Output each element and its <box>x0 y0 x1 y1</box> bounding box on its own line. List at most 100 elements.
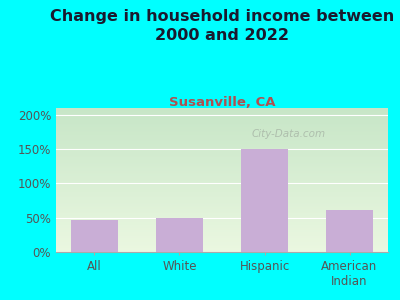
Bar <box>56 191 388 193</box>
Bar <box>56 178 388 180</box>
Bar <box>56 226 388 227</box>
Bar <box>56 171 388 173</box>
Bar <box>56 130 388 131</box>
Bar <box>56 147 388 148</box>
Bar <box>56 173 388 174</box>
Bar <box>56 232 388 233</box>
Bar <box>56 246 388 248</box>
Bar <box>56 222 388 223</box>
Bar <box>56 245 388 246</box>
Bar <box>56 140 388 141</box>
Bar <box>56 166 388 167</box>
Bar <box>56 125 388 127</box>
Bar <box>56 242 388 243</box>
Bar <box>56 164 388 166</box>
Bar <box>56 114 388 115</box>
Bar <box>56 158 388 160</box>
Bar <box>56 223 388 225</box>
Bar <box>56 141 388 142</box>
Bar <box>56 227 388 229</box>
Bar <box>56 230 388 232</box>
Bar <box>56 213 388 214</box>
Bar <box>56 176 388 177</box>
Bar <box>56 131 388 133</box>
Bar <box>56 169 388 170</box>
Text: Susanville, CA: Susanville, CA <box>169 96 275 109</box>
Bar <box>56 108 388 110</box>
Bar <box>156 218 203 252</box>
Text: City-Data.com: City-Data.com <box>251 129 326 139</box>
Bar <box>56 238 388 239</box>
Bar <box>56 212 388 213</box>
Bar <box>56 155 388 157</box>
Bar <box>56 214 388 216</box>
Bar <box>56 190 388 191</box>
Text: Change in household income between
2000 and 2022: Change in household income between 2000 … <box>50 9 394 43</box>
Bar <box>56 154 388 155</box>
Bar <box>56 148 388 150</box>
Bar <box>326 210 373 252</box>
Bar <box>56 197 388 199</box>
Bar <box>56 200 388 202</box>
Bar <box>56 209 388 210</box>
Bar <box>56 233 388 235</box>
Bar <box>56 117 388 118</box>
Bar <box>56 146 388 147</box>
Bar <box>56 180 388 182</box>
Bar <box>56 167 388 169</box>
Bar <box>56 241 388 242</box>
Bar <box>56 183 388 184</box>
Bar <box>56 174 388 176</box>
Bar <box>56 225 388 226</box>
Bar <box>56 119 388 121</box>
Bar <box>56 186 388 187</box>
Bar <box>56 135 388 137</box>
Bar <box>56 142 388 144</box>
Bar <box>56 219 388 220</box>
Bar <box>56 229 388 230</box>
Bar <box>56 151 388 153</box>
Bar <box>56 210 388 212</box>
Bar <box>56 134 388 135</box>
Bar <box>56 127 388 128</box>
Bar <box>56 184 388 186</box>
Bar <box>56 205 388 206</box>
Bar <box>56 115 388 117</box>
Bar <box>56 110 388 111</box>
Bar <box>56 202 388 203</box>
Bar <box>56 187 388 189</box>
Bar <box>56 138 388 140</box>
Bar <box>56 218 388 219</box>
Bar <box>56 161 388 163</box>
Bar <box>56 216 388 218</box>
Bar <box>56 189 388 190</box>
Bar <box>56 177 388 178</box>
Bar <box>56 137 388 138</box>
Bar <box>56 118 388 119</box>
Bar <box>56 207 388 209</box>
Bar <box>56 121 388 122</box>
Bar <box>56 194 388 196</box>
Bar <box>56 112 388 114</box>
Bar <box>56 243 388 245</box>
Bar <box>56 248 388 249</box>
Bar <box>56 153 388 154</box>
Bar <box>56 170 388 171</box>
Bar <box>56 193 388 194</box>
Bar <box>56 206 388 207</box>
Bar <box>56 128 388 130</box>
Bar <box>56 249 388 250</box>
Bar <box>56 163 388 164</box>
Bar <box>56 196 388 197</box>
Bar <box>71 220 118 252</box>
Bar <box>56 157 388 158</box>
Bar <box>56 236 388 238</box>
Bar <box>56 203 388 205</box>
Bar <box>56 124 388 125</box>
Bar <box>56 182 388 183</box>
Bar <box>56 239 388 241</box>
Bar <box>56 133 388 134</box>
Bar <box>56 220 388 222</box>
Bar <box>241 149 288 252</box>
Bar <box>56 150 388 151</box>
